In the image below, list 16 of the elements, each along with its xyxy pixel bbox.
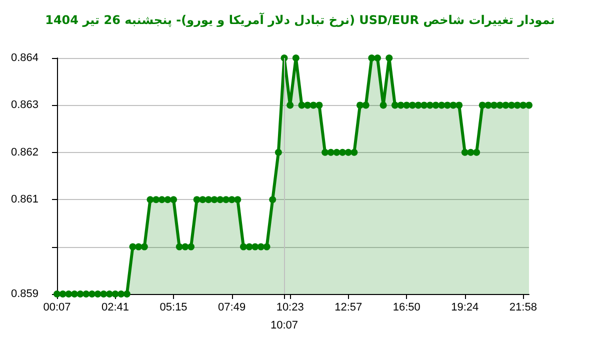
x-tick-label: 21:58: [509, 302, 537, 314]
y-tick-label: 0.863: [11, 99, 39, 112]
y-tick-label: 0.859: [11, 288, 39, 300]
x-tick-label: 10:07: [270, 320, 298, 332]
x-tick-label: 05:15: [160, 302, 188, 314]
y-tick-label: 0.861: [11, 194, 39, 206]
x-tick-label: 00:07: [43, 302, 71, 314]
x-tick-label: 16:50: [392, 302, 420, 314]
x-tick-label: 02:41: [102, 302, 130, 314]
y-tick-label: 0.864: [11, 52, 39, 64]
x-tick-label: 12:57: [334, 302, 362, 314]
x-tick-label: 19:24: [451, 302, 479, 314]
y-tick-label: 0.862: [11, 146, 39, 158]
x-tick-label: 07:49: [218, 302, 246, 314]
chart-title: نمودار تغییرات شاخص USD/EUR (نرخ تبادل دلار آمریکا و یورو)- پنجشنبه 26 تیر 1404: [44, 12, 556, 29]
x-tick-label: 10:23: [276, 302, 304, 314]
